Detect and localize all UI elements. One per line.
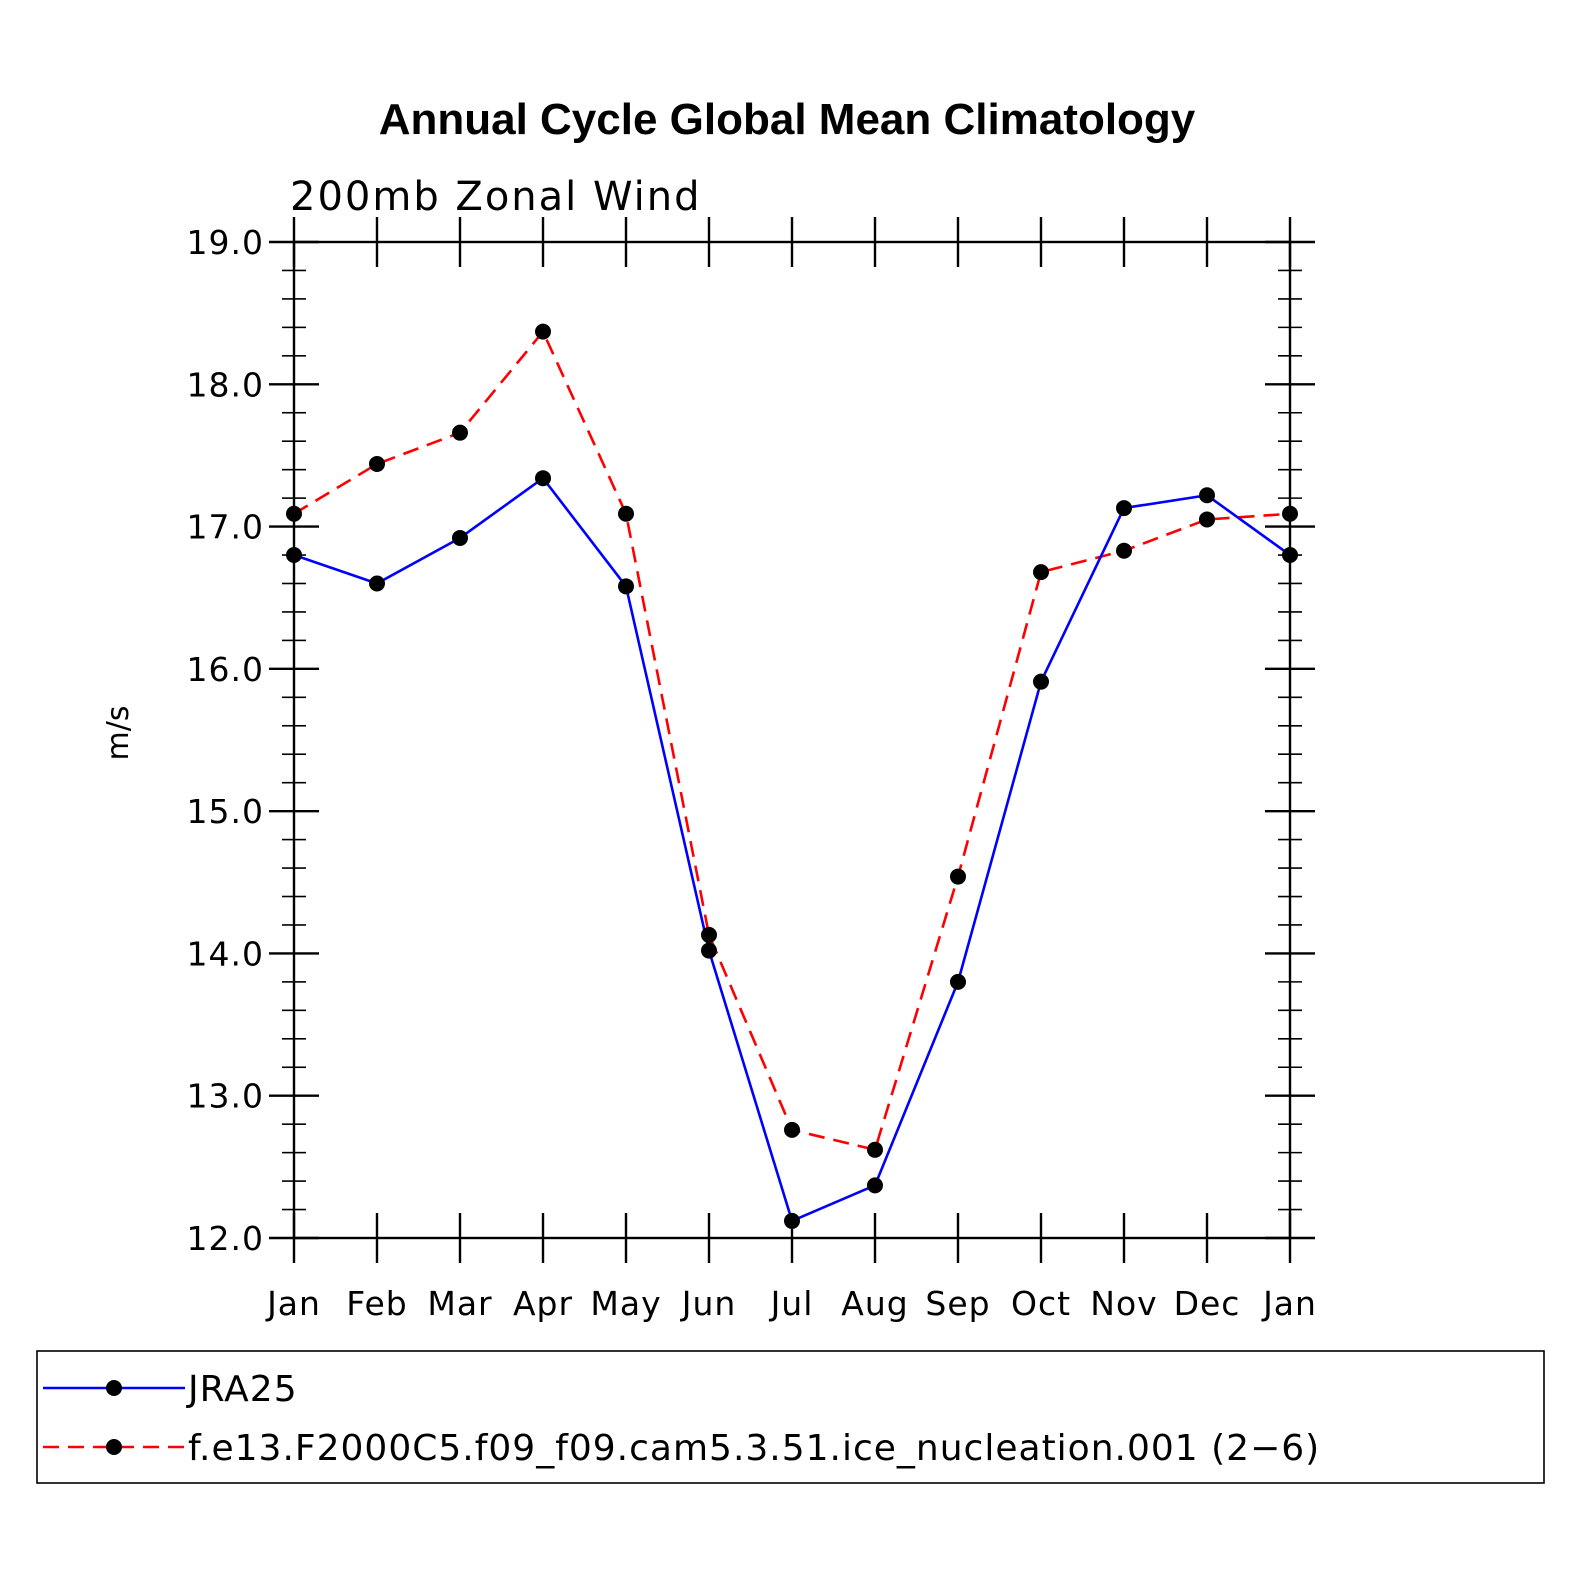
x-tick-label: Apr: [513, 1284, 573, 1323]
series-point-1: [1116, 542, 1132, 559]
series-point-1: [701, 926, 717, 943]
legend-label-model: f.e13.F2000C5.f09_f09.cam5.3.51.ice_nucl…: [188, 1428, 1320, 1469]
y-tick-label: 13.0: [187, 1077, 264, 1116]
x-tick-label: Nov: [1090, 1284, 1157, 1323]
series-point-0: [1199, 487, 1215, 504]
legend-marker-jra25: [106, 1380, 122, 1396]
series-point-0: [867, 1177, 883, 1194]
series-point-1: [950, 868, 966, 885]
series-point-0: [950, 973, 966, 990]
series-point-1: [1033, 564, 1049, 581]
series-point-1: [618, 505, 634, 522]
series-point-1: [535, 323, 551, 340]
series-point-1: [784, 1121, 800, 1138]
legend: JRA25 f.e13.F2000C5.f09_f09.cam5.3.51.ic…: [36, 1350, 1545, 1484]
series-point-1: [286, 505, 302, 522]
series-layer: [286, 323, 1298, 1229]
y-tick-label: 19.0: [187, 223, 264, 262]
series-line-1: [293, 330, 1291, 1152]
y-tick-label: 12.0: [187, 1219, 264, 1258]
y-tick-label: 18.0: [187, 365, 264, 404]
series-point-1: [1282, 505, 1298, 522]
series-point-0: [1116, 500, 1132, 517]
series-point-1: [369, 455, 385, 472]
series-point-0: [618, 578, 634, 595]
series-point-0: [1282, 547, 1298, 564]
legend-marker-model: [106, 1439, 122, 1455]
series-point-0: [535, 470, 551, 487]
x-tick-label: Mar: [427, 1284, 492, 1323]
chart-subtitle: 200mb Zonal Wind: [290, 174, 702, 220]
legend-box: [36, 1350, 1545, 1484]
series-point-0: [1033, 673, 1049, 690]
series-point-1: [867, 1141, 883, 1158]
plot-axes: Jan Feb Mar Apr May Jun Jul Aug Sep Oct Nov Dec Jan1…: [187, 217, 1317, 1323]
x-tick-label: Dec: [1174, 1284, 1241, 1323]
series-point-1: [452, 424, 468, 441]
y-tick-label: 15.0: [187, 792, 264, 831]
series-point-0: [369, 575, 385, 592]
x-tick-label: Jan: [1261, 1284, 1317, 1323]
x-tick-label: Oct: [1011, 1284, 1071, 1323]
legend-label-jra25: JRA25: [186, 1369, 298, 1410]
y-tick-label: 16.0: [187, 650, 264, 689]
x-tick-label: Feb: [346, 1284, 407, 1323]
x-tick-label: Aug: [841, 1284, 908, 1323]
x-tick-label: Jun: [680, 1284, 737, 1323]
chart-title: Annual Cycle Global Mean Climatology: [379, 95, 1196, 144]
series-point-0: [784, 1212, 800, 1229]
x-tick-label: Jan: [265, 1284, 321, 1323]
plot-frame: [292, 240, 1292, 1240]
y-tick-label: 14.0: [187, 934, 264, 973]
series-point-0: [286, 547, 302, 564]
x-tick-label: Sep: [925, 1284, 990, 1323]
x-tick-label: May: [590, 1284, 661, 1323]
series-line-0: [293, 476, 1291, 1223]
series-point-0: [452, 529, 468, 546]
series-point-1: [1199, 511, 1215, 528]
series-point-0: [701, 942, 717, 959]
y-tick-label: 17.0: [187, 508, 264, 547]
x-tick-label: Jul: [769, 1284, 814, 1323]
y-axis-label: m/s: [101, 706, 136, 761]
